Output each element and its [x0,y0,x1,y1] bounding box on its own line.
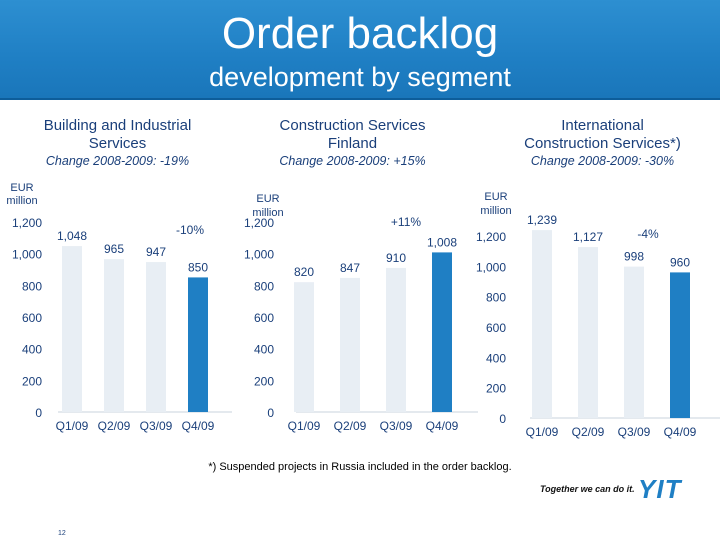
x-tick-label: Q4/09 [182,419,215,433]
change-annotation: +11% [391,215,421,229]
y-tick-label: 400 [22,343,42,357]
chart-international-construction: EUR million 0 200 400 600 800 1,000 1,200 1,239 Q1… [476,191,720,439]
yit-logo: YIT [638,474,682,504]
y-tick-label: 1,000 [12,248,42,262]
y-axis-label: million [480,205,511,217]
y-axis-label: EUR [10,182,33,194]
segment-change-finland: Change 2008-2009: +15% [279,154,426,168]
bar-value-label: 960 [670,255,690,269]
bar-Q2-09 [104,259,124,412]
bar-value-label: 847 [340,261,360,275]
y-tick-label: 1,200 [244,216,274,230]
y-tick-label: 600 [486,321,506,335]
page-number: 12 [58,530,66,537]
bar-value-label: 965 [104,242,124,256]
page-title: Order backlog [221,9,499,58]
header-divider [0,98,720,100]
y-axis-label: million [252,207,283,219]
slogan: Together we can do it. [540,484,635,494]
change-annotation: -10% [176,223,204,237]
bar-Q1-09 [532,230,552,418]
y-tick-label: 600 [254,311,274,325]
change-annotation: -4% [637,227,659,241]
segment-title-line: International [561,117,644,134]
y-axis-label: EUR [256,193,279,205]
y-tick-label: 600 [22,311,42,325]
bar-Q1-09 [62,246,82,412]
y-tick-label: 400 [254,343,274,357]
y-axis-label: EUR [484,191,507,203]
segment-title-international: International Construction Services*) [490,117,715,153]
y-tick-label: 800 [22,279,42,293]
y-tick-label: 800 [254,279,274,293]
y-tick-label: 200 [254,374,274,388]
y-tick-label: 1,000 [244,248,274,262]
bar-value-label: 1,127 [573,230,603,244]
segment-change-international: Change 2008-2009: -30% [530,154,675,168]
bar-Q3-09 [624,266,644,418]
segment-title-line: Finland [327,135,378,152]
bar-value-label: 910 [386,251,406,265]
x-tick-label: Q4/09 [426,419,459,433]
bar-Q4-09 [188,277,208,412]
x-tick-label: Q1/09 [56,419,89,433]
y-tick-label: 0 [267,406,274,420]
y-tick-label: 800 [486,291,506,305]
bar-Q3-09 [386,267,406,412]
chart-construction-finland: EUR million 0 200 400 600 800 1,000 1,200 820 Q1/0… [244,193,478,433]
x-tick-label: Q3/09 [380,419,413,433]
page-subtitle: development by segment [209,62,511,92]
segment-title-building: Building and Industrial Services [10,117,225,153]
y-tick-label: 200 [486,382,506,396]
y-tick-label: 0 [499,412,506,426]
header-banner [0,0,720,98]
bar-Q2-09 [340,277,360,412]
x-tick-label: Q2/09 [98,419,131,433]
x-tick-label: Q2/09 [572,425,605,439]
y-tick-label: 1,200 [476,230,506,244]
bar-Q4-09 [432,252,452,412]
y-tick-label: 1,200 [12,216,42,230]
y-tick-label: 400 [486,351,506,365]
y-tick-label: 0 [35,406,42,420]
x-tick-label: Q1/09 [526,425,559,439]
x-tick-label: Q1/09 [288,419,321,433]
y-tick-label: 1,000 [476,260,506,274]
segment-title-line: Construction Services [279,117,426,134]
bar-value-label: 850 [188,260,208,274]
y-tick-label: 200 [22,374,42,388]
x-tick-label: Q2/09 [334,419,367,433]
footnote: *) Suspended projects in Russia included… [208,461,512,473]
bar-Q2-09 [578,247,598,418]
bar-value-label: 1,239 [527,213,557,227]
segment-title-line: Building and Industrial [43,117,192,134]
x-tick-label: Q3/09 [140,419,173,433]
bar-value-label: 820 [294,265,314,279]
x-tick-label: Q4/09 [664,425,697,439]
segment-title-line: Construction Services*) [524,135,681,152]
bar-Q3-09 [146,262,166,412]
bar-Q4-09 [670,272,690,418]
bar-value-label: 1,048 [57,229,87,243]
bar-Q1-09 [294,282,314,412]
segment-change-building: Change 2008-2009: -19% [45,154,190,168]
segment-title-finland: Construction Services Finland [245,117,460,153]
segment-title-line: Services [88,135,147,152]
bar-value-label: 1,008 [427,235,457,249]
x-tick-label: Q3/09 [618,425,651,439]
bar-value-label: 998 [624,250,644,264]
bar-value-label: 947 [146,245,166,259]
y-axis-label: million [6,195,37,207]
